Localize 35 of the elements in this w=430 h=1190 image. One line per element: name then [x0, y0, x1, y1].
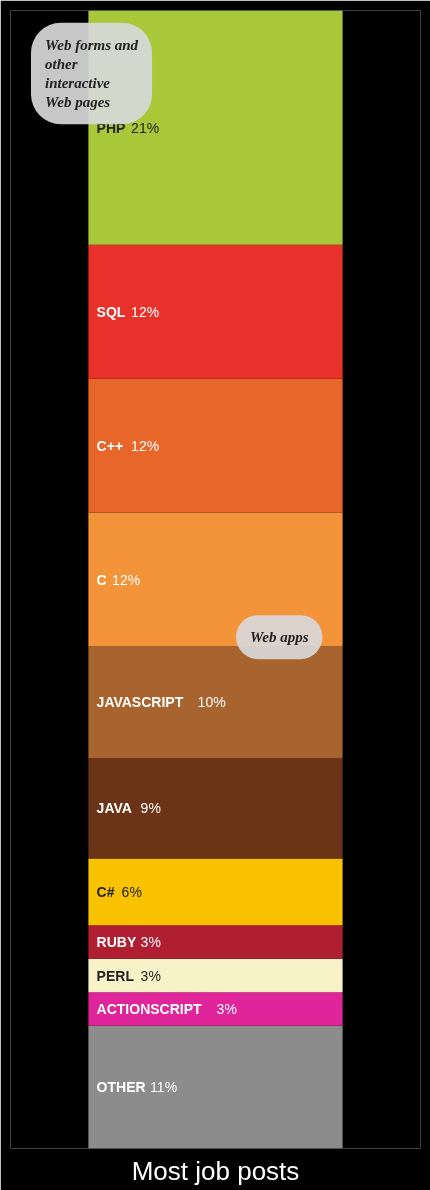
annotation: Web forms and other interactive Web pages — [45, 36, 139, 111]
series-label: C — [96, 571, 107, 588]
bar — [88, 992, 343, 1026]
data-label: 12% — [131, 437, 160, 454]
data-label: 3% — [140, 934, 161, 951]
bar — [88, 758, 343, 859]
bar — [88, 858, 343, 926]
series-label: PERL — [96, 967, 135, 984]
bar — [88, 378, 343, 513]
data-label: 10% — [197, 694, 226, 711]
series-label: JAVA — [96, 800, 132, 817]
data-label: 9% — [140, 800, 161, 817]
data-label: 21% — [131, 119, 160, 136]
series-label: JAVASCRIPT — [96, 694, 184, 711]
data-label: 6% — [121, 883, 142, 900]
series-label: ACTIONSCRIPT — [96, 1001, 203, 1018]
bar — [88, 244, 343, 379]
data-label: 12% — [112, 571, 141, 588]
series-label: OTHER — [96, 1079, 146, 1096]
series-label: RUBY — [96, 934, 137, 951]
bar — [88, 958, 343, 993]
data-label: 3% — [216, 1001, 237, 1018]
data-label: 11% — [150, 1079, 178, 1096]
data-label: 12% — [131, 303, 160, 320]
annotation: Web apps — [250, 629, 309, 646]
data-label: 3% — [140, 967, 161, 984]
bar — [88, 646, 343, 759]
bar — [88, 1025, 343, 1149]
series-label: SQL — [96, 303, 126, 320]
series-label: C++ — [96, 437, 124, 454]
series-label: C# — [96, 883, 115, 900]
series-label: PHP — [96, 119, 126, 136]
bar — [88, 512, 343, 647]
text: Most job posts — [131, 1155, 300, 1186]
bar — [88, 925, 343, 959]
